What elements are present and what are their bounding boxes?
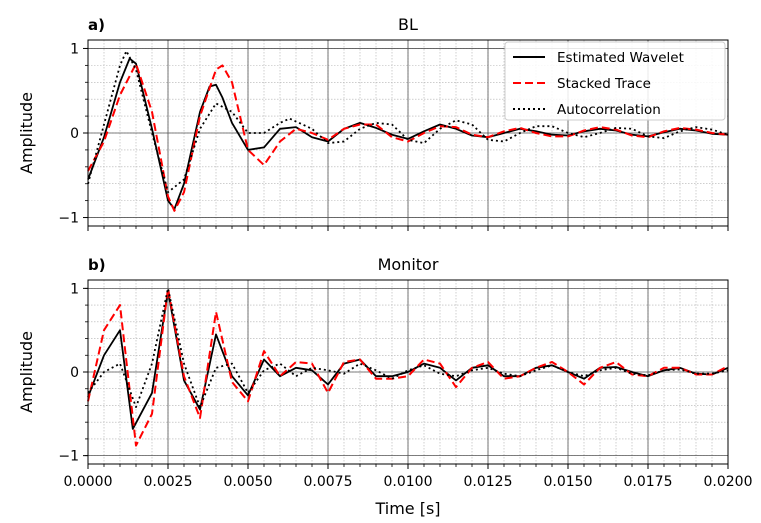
panel-a: 1 0 −1 Amplitude BL a) Estimated Wavelet Stacke… [17, 15, 729, 231]
legend-label: Autocorrelation [557, 102, 661, 118]
y-tick-label: 0 [70, 365, 79, 381]
x-tick-label: 0.0075 [304, 474, 353, 490]
panel-tag: a) [88, 16, 105, 34]
x-tick-label: 0.0025 [144, 474, 193, 490]
legend-label: Estimated Wavelet [557, 50, 684, 66]
x-tick-label: 0.0175 [624, 474, 673, 490]
y-tick-label: 1 [70, 281, 79, 297]
x-tick-label: 0.0100 [384, 474, 433, 490]
panel-tag: b) [88, 256, 106, 274]
series-line-stacked-trace [87, 62, 729, 212]
y-tick-label: −1 [58, 211, 79, 227]
x-tick-label: 0.0200 [704, 474, 753, 490]
x-tick-label: 0.0050 [224, 474, 273, 490]
series-line-estimated-wavelet [87, 289, 729, 430]
legend: Estimated Wavelet Stacked Trace Autocorrel… [504, 41, 726, 121]
y-tick-label: 0 [70, 126, 79, 142]
panel-title: Monitor [378, 255, 439, 274]
series-line-stacked-trace [87, 287, 729, 447]
legend-label: Stacked Trace [557, 76, 651, 92]
panel-b: 1 0 −1 0.0000 0.0025 0.0050 0.0075 0.0100 0.0125… [17, 255, 753, 518]
x-tick-label: 0.0150 [544, 474, 593, 490]
legend-box [504, 41, 726, 121]
y-axis-label: Amplitude [17, 331, 36, 413]
y-tick-label: 1 [70, 41, 79, 57]
x-tick-label: 0.0125 [464, 474, 513, 490]
y-tick-label: −1 [58, 449, 79, 465]
y-axis-label: Amplitude [17, 92, 36, 174]
series-line-autocorrelation [87, 287, 729, 409]
panel-title: BL [398, 15, 418, 34]
series-line-autocorrelation [87, 50, 729, 194]
x-axis-label: Time [s] [374, 499, 440, 518]
x-tick-label: 0.0000 [64, 474, 113, 490]
